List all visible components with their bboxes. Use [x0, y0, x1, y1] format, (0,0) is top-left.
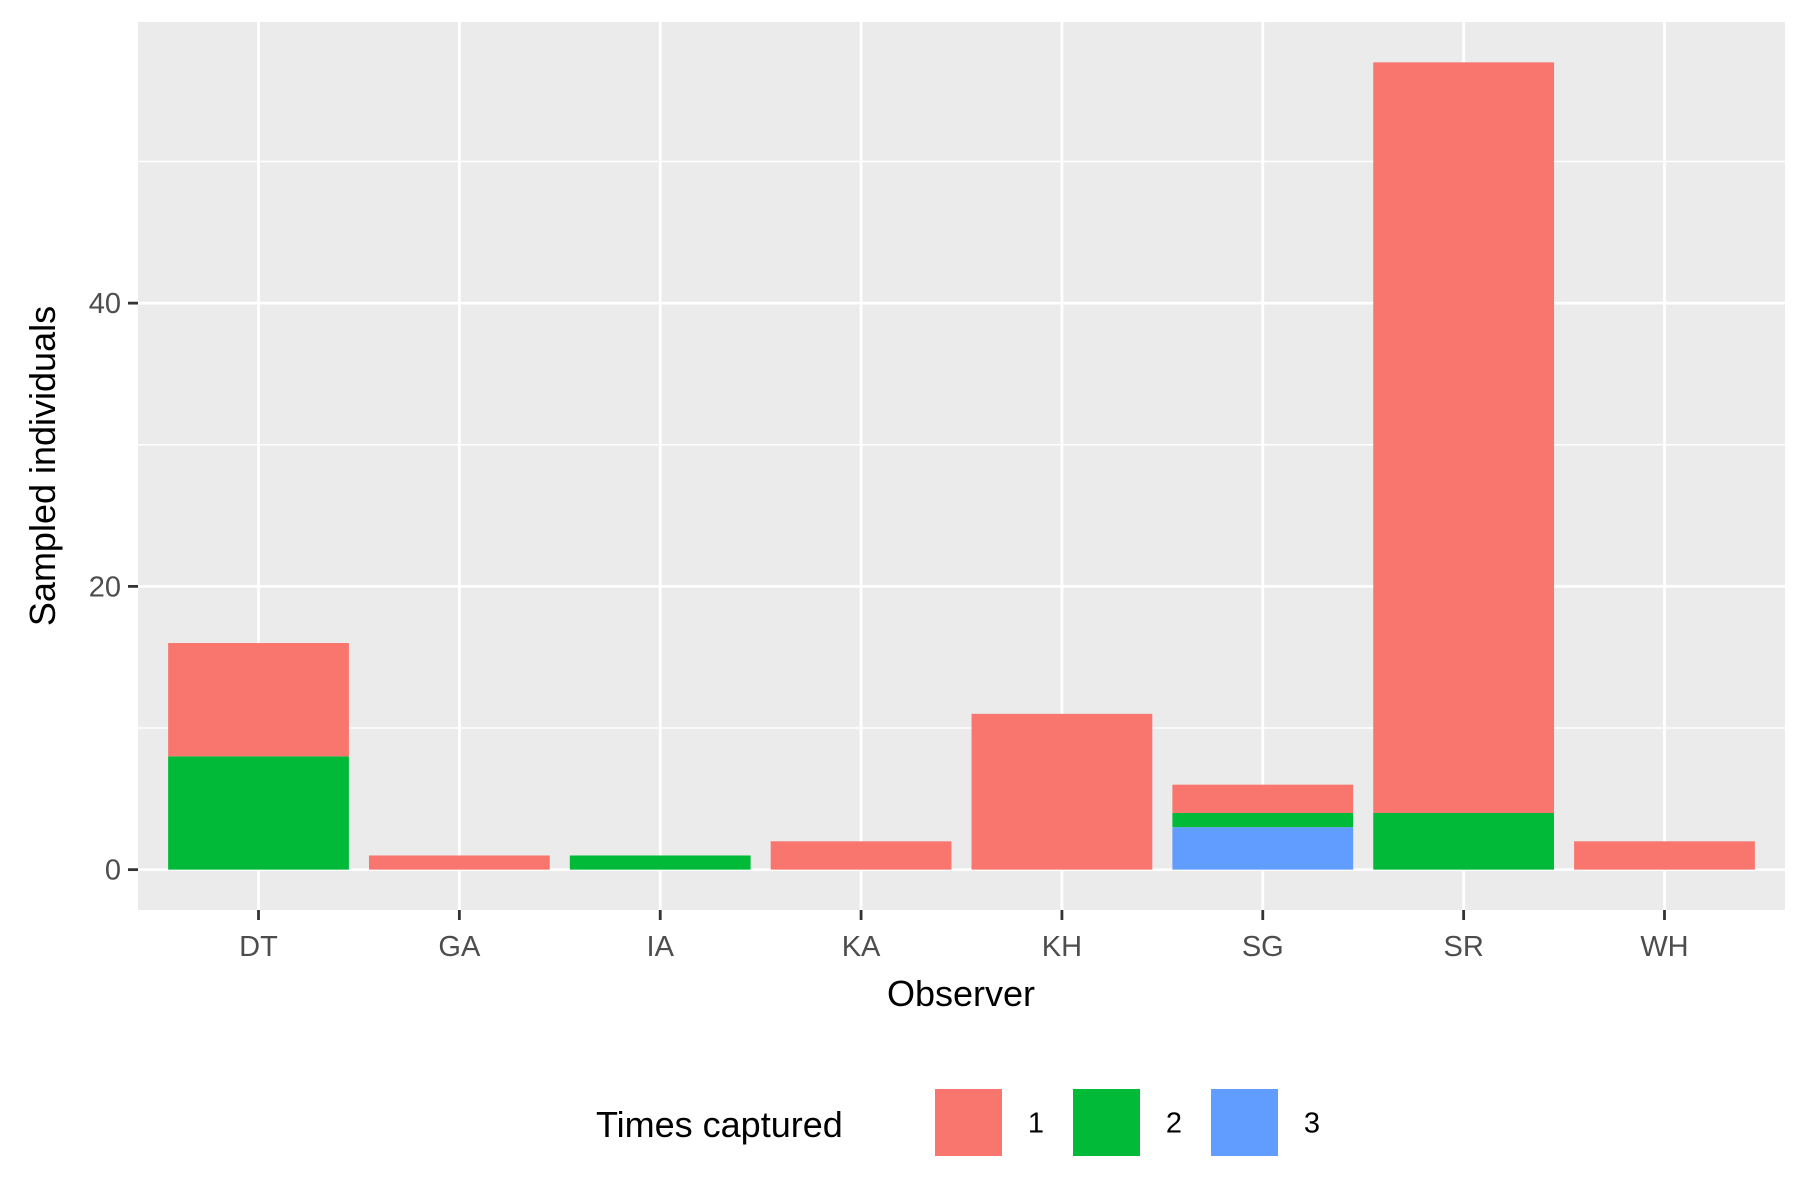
x-tick-label: KH — [1042, 931, 1082, 963]
x-axis-title: Observer — [887, 973, 1035, 1014]
bars — [168, 62, 1755, 870]
y-tick-label: 0 — [105, 855, 121, 887]
x-tick-label: IA — [647, 931, 675, 963]
legend-label-3: 3 — [1304, 1108, 1320, 1140]
legend: Times captured 1 2 3 — [596, 1087, 1320, 1158]
bar-wh-1 — [1574, 841, 1755, 870]
x-tick-label: KA — [842, 931, 881, 963]
bar-sr-2 — [1373, 812, 1555, 870]
y-axis: 0 20 40 — [89, 288, 138, 887]
legend-title: Times captured — [596, 1104, 843, 1145]
bar-sg-3 — [1172, 827, 1354, 870]
bar-dt-2 — [168, 756, 349, 870]
legend-label-2: 2 — [1166, 1108, 1182, 1140]
x-tick-label: WH — [1640, 931, 1688, 963]
x-tick-label: SG — [1242, 931, 1284, 963]
bar-ka-1 — [770, 841, 952, 870]
bar-kh-1 — [971, 713, 1153, 870]
x-tick-label: GA — [438, 931, 481, 963]
legend-label-1: 1 — [1028, 1108, 1044, 1140]
y-tick-label: 20 — [89, 571, 121, 603]
bar-dt-1 — [168, 643, 349, 757]
bar-sr-1 — [1373, 62, 1555, 813]
legend-key-2 — [1071, 1087, 1142, 1158]
y-tick-label: 40 — [89, 288, 121, 320]
legend-key-3 — [1209, 1087, 1280, 1158]
bar-sg-2 — [1172, 812, 1354, 828]
y-axis-title: Sampled individuals — [22, 306, 63, 626]
x-tick-label: DT — [239, 931, 278, 963]
x-axis: DT GA IA KA KH SG SR WH — [239, 910, 1689, 963]
legend-key-1 — [933, 1087, 1004, 1158]
x-tick-label: SR — [1443, 931, 1483, 963]
bar-ga-1 — [368, 855, 550, 870]
bar-sg-1 — [1172, 784, 1354, 813]
bar-ia-2 — [569, 855, 751, 870]
